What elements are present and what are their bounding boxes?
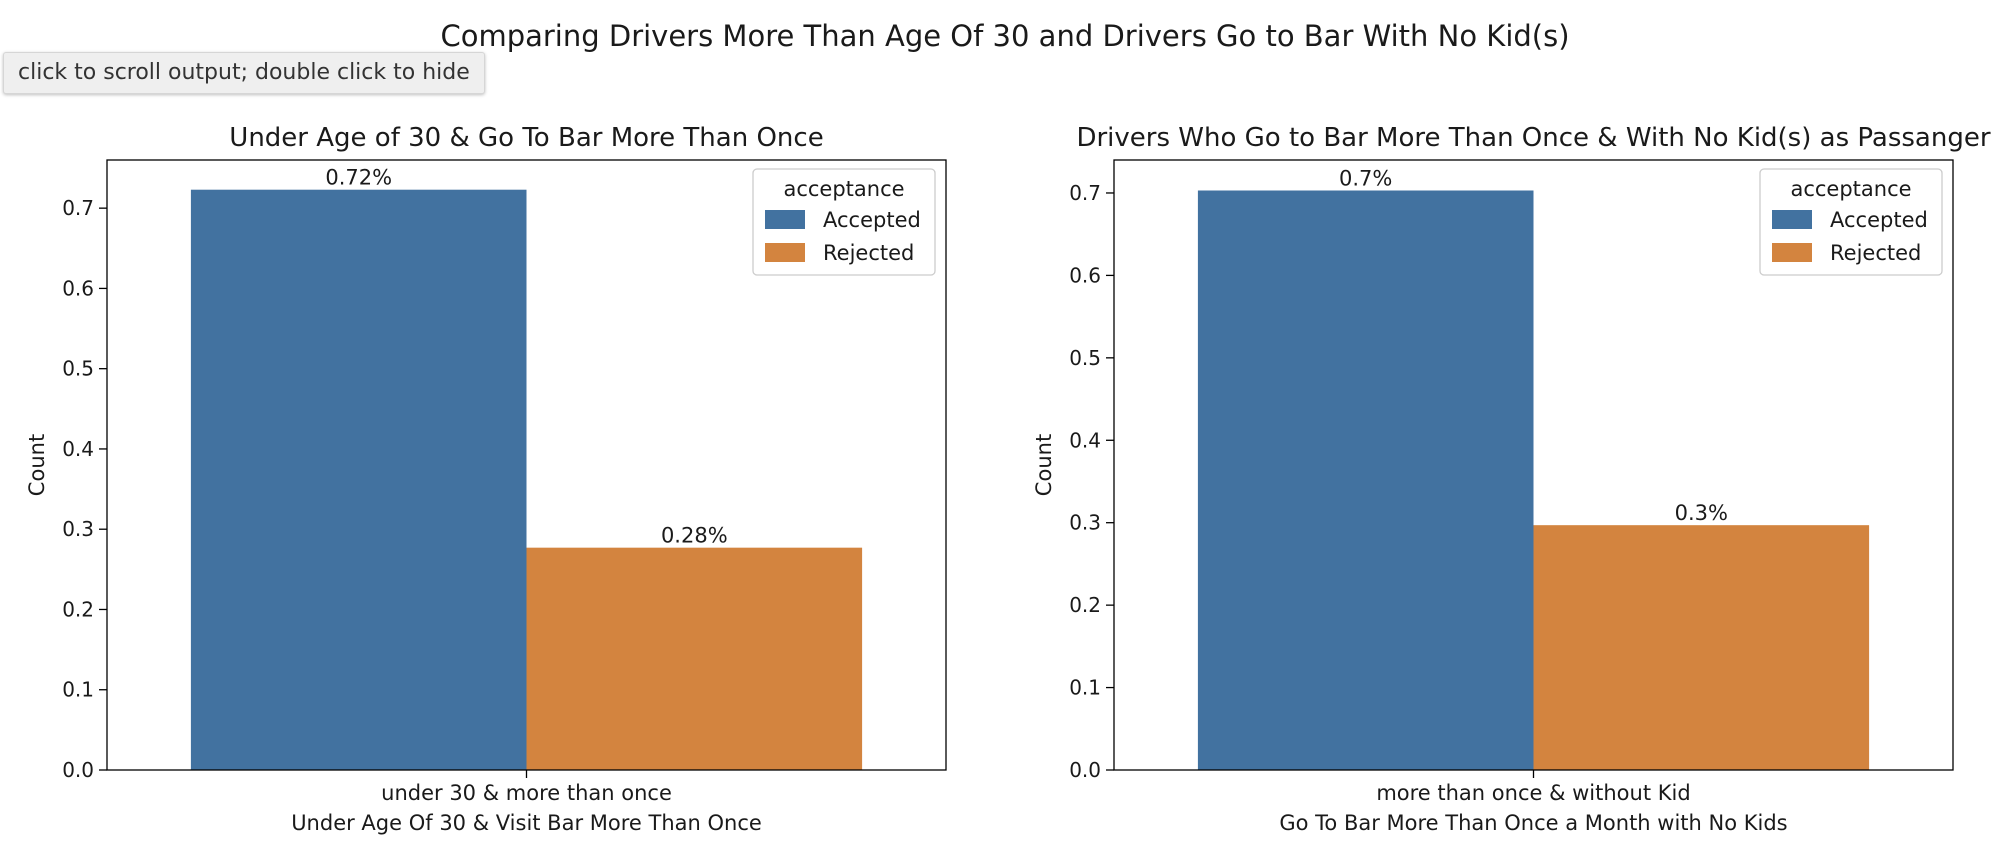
chart1-legend-label-rejected: Rejected <box>823 241 914 265</box>
chart1-ytick-label: 0.1 <box>62 678 94 702</box>
chart2-ytick-label: 0.2 <box>1069 593 1101 617</box>
chart1-bar-accepted <box>190 189 527 770</box>
figure-suptitle: Comparing Drivers More Than Age Of 30 an… <box>440 19 1569 53</box>
chart2-ytick-label: 0.1 <box>1069 676 1101 700</box>
chart1-ytick-label: 0.0 <box>62 758 94 782</box>
chart1-legend-label-accepted: Accepted <box>823 208 921 232</box>
chart1-legend-swatch-rejected <box>765 243 805 262</box>
chart1-legend-swatch-accepted <box>765 210 805 229</box>
chart2-ytick-label: 0.0 <box>1069 758 1101 782</box>
chart1-title: Under Age of 30 & Go To Bar More Than On… <box>229 123 823 153</box>
chart2-legend-swatch-rejected <box>1772 243 1812 262</box>
chart1-bar-rejected <box>526 547 863 770</box>
chart1-ytick-label: 0.3 <box>62 517 94 541</box>
chart1-y-axis-label: Count <box>25 434 49 496</box>
chart2-data-label-accepted: 0.7% <box>1339 167 1392 191</box>
chart2-title: Drivers Who Go to Bar More Than Once & W… <box>1076 123 1990 153</box>
chart2-bar-rejected <box>1533 525 1870 770</box>
chart2-legend-label-accepted: Accepted <box>1830 208 1928 232</box>
chart1-xtick-label: under 30 & more than once <box>381 781 672 805</box>
chart1-data-label-rejected: 0.28% <box>661 524 728 548</box>
chart2-data-label-rejected: 0.3% <box>1675 501 1728 525</box>
chart1-ytick-label: 0.6 <box>62 276 94 300</box>
chart2-legend-swatch-accepted <box>1772 210 1812 229</box>
chart2-ytick-label: 0.5 <box>1069 346 1101 370</box>
chart1-x-axis-label: Under Age Of 30 & Visit Bar More Than On… <box>291 811 762 835</box>
chart2-ytick-label: 0.6 <box>1069 263 1101 287</box>
chart2-ytick-label: 0.7 <box>1069 181 1101 205</box>
chart2-bar-accepted <box>1197 190 1534 770</box>
chart1-ytick-label: 0.7 <box>62 196 94 220</box>
chart1-legend-title: acceptance <box>783 177 904 201</box>
chart2-xtick-label: more than once & without Kid <box>1376 781 1690 805</box>
chart2-y-axis-label: Count <box>1032 434 1056 496</box>
chart2-ytick-label: 0.4 <box>1069 428 1101 452</box>
scroll-output-button[interactable]: click to scroll output; double click to … <box>3 52 485 94</box>
chart2-ytick-label: 0.3 <box>1069 511 1101 535</box>
chart1-ytick-label: 0.5 <box>62 357 94 381</box>
chart1-ytick-label: 0.4 <box>62 437 94 461</box>
chart1-data-label-accepted: 0.72% <box>325 166 392 190</box>
chart1-ytick-label: 0.2 <box>62 597 94 621</box>
chart2-legend-label-rejected: Rejected <box>1830 241 1921 265</box>
chart2-legend-title: acceptance <box>1790 177 1911 201</box>
chart2-x-axis-label: Go To Bar More Than Once a Month with No… <box>1279 811 1787 835</box>
